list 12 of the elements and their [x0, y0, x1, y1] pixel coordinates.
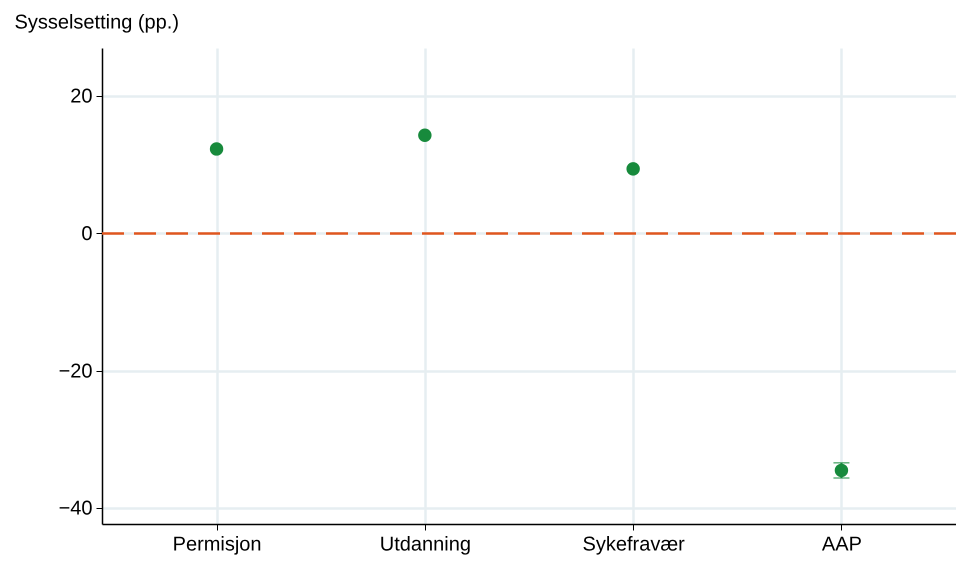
x-tick-label: Permisjon — [172, 534, 262, 556]
y-tick-label: 20 — [70, 86, 92, 108]
point — [626, 162, 640, 176]
x-tick-label: Sykefravær — [582, 534, 686, 556]
point — [210, 142, 224, 156]
point — [418, 128, 432, 142]
x-tick-label: AAP — [822, 534, 862, 556]
y-tick-label: 0 — [81, 222, 92, 245]
y-tick-label: −40 — [58, 498, 92, 520]
x-tick-label: Utdanning — [380, 534, 471, 556]
y-axis-title: Sysselsetting (pp.) — [14, 12, 180, 34]
y-tick-label: −20 — [58, 360, 92, 382]
